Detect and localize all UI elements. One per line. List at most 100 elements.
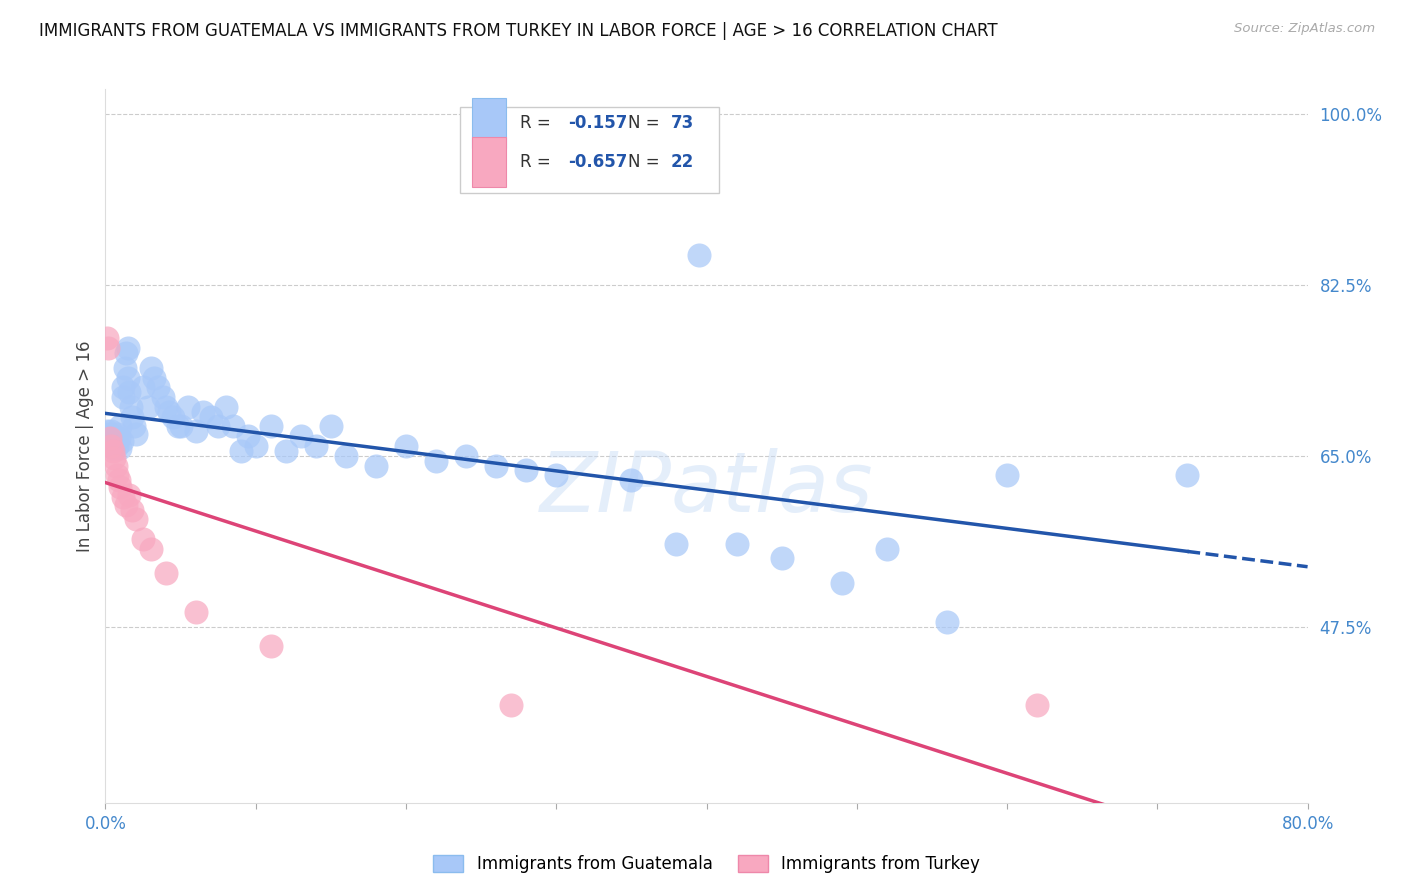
Point — [107, 439, 129, 453]
Text: Source: ZipAtlas.com: Source: ZipAtlas.com — [1234, 22, 1375, 36]
Point — [364, 458, 387, 473]
Point — [155, 400, 177, 414]
Point — [111, 434, 134, 449]
Point — [995, 468, 1018, 483]
Point — [142, 370, 165, 384]
Point — [98, 429, 121, 443]
Point — [112, 490, 135, 504]
Point — [97, 341, 120, 355]
Point — [107, 468, 129, 483]
Text: -0.657: -0.657 — [568, 153, 627, 171]
Point — [485, 458, 508, 473]
Point — [121, 502, 143, 516]
Point — [454, 449, 477, 463]
Point — [200, 409, 222, 424]
Point — [103, 437, 125, 451]
Point — [152, 390, 174, 404]
Point — [118, 488, 141, 502]
Point — [191, 405, 214, 419]
Point — [184, 605, 207, 619]
Point — [114, 360, 136, 375]
Point — [335, 449, 357, 463]
Point — [115, 346, 138, 360]
Point — [107, 427, 129, 442]
Text: 22: 22 — [671, 153, 693, 171]
Text: ZIPatlas: ZIPatlas — [540, 449, 873, 529]
Point — [115, 498, 138, 512]
Point — [110, 419, 132, 434]
Point — [936, 615, 959, 629]
Point — [222, 419, 245, 434]
Point — [117, 370, 139, 384]
Point — [214, 400, 236, 414]
Point — [305, 439, 328, 453]
Point — [124, 512, 146, 526]
Point — [136, 400, 159, 414]
Text: N =: N = — [628, 153, 665, 171]
Point — [110, 480, 132, 494]
Point — [101, 443, 124, 458]
Text: R =: R = — [520, 114, 557, 132]
Point — [104, 458, 127, 473]
Point — [100, 439, 122, 453]
Point — [260, 640, 283, 654]
Point — [546, 468, 568, 483]
Text: N =: N = — [628, 114, 665, 132]
Point — [166, 419, 188, 434]
Point — [620, 473, 643, 487]
Point — [260, 419, 283, 434]
Point — [515, 463, 537, 477]
Y-axis label: In Labor Force | Age > 16: In Labor Force | Age > 16 — [76, 340, 94, 552]
Point — [238, 429, 260, 443]
Point — [229, 443, 252, 458]
Point — [110, 441, 132, 455]
Point — [98, 434, 121, 449]
FancyBboxPatch shape — [472, 137, 506, 187]
Point — [100, 425, 122, 439]
Point — [831, 575, 853, 590]
Point — [688, 248, 710, 262]
Text: 73: 73 — [671, 114, 693, 132]
Point — [157, 405, 180, 419]
Point — [121, 409, 143, 424]
Point — [1175, 468, 1198, 483]
Point — [169, 419, 191, 434]
Point — [162, 409, 184, 424]
Point — [1026, 698, 1049, 712]
Point — [501, 698, 523, 712]
Point — [118, 385, 141, 400]
Point — [122, 419, 145, 434]
FancyBboxPatch shape — [472, 98, 506, 148]
Point — [101, 432, 124, 446]
Point — [112, 380, 135, 394]
Point — [104, 431, 127, 445]
Text: R =: R = — [520, 153, 557, 171]
Point — [97, 427, 120, 442]
Point — [103, 429, 125, 443]
Point — [665, 537, 688, 551]
Point — [100, 439, 122, 453]
Point — [876, 541, 898, 556]
Point — [425, 453, 447, 467]
Point — [290, 429, 312, 443]
Point — [101, 441, 124, 455]
Point — [274, 443, 297, 458]
Point — [319, 419, 342, 434]
Point — [103, 450, 125, 465]
Point — [98, 431, 121, 445]
Point — [770, 551, 793, 566]
Point — [104, 434, 127, 449]
Point — [146, 380, 169, 394]
Point — [725, 537, 748, 551]
Legend: Immigrants from Guatemala, Immigrants from Turkey: Immigrants from Guatemala, Immigrants fr… — [426, 848, 987, 880]
Point — [117, 341, 139, 355]
Point — [184, 425, 207, 439]
Point — [395, 439, 418, 453]
Point — [112, 390, 135, 404]
Point — [139, 360, 162, 375]
Point — [177, 400, 200, 414]
Text: -0.157: -0.157 — [568, 114, 627, 132]
Point — [108, 431, 131, 445]
Point — [132, 380, 155, 394]
Point — [124, 427, 146, 442]
